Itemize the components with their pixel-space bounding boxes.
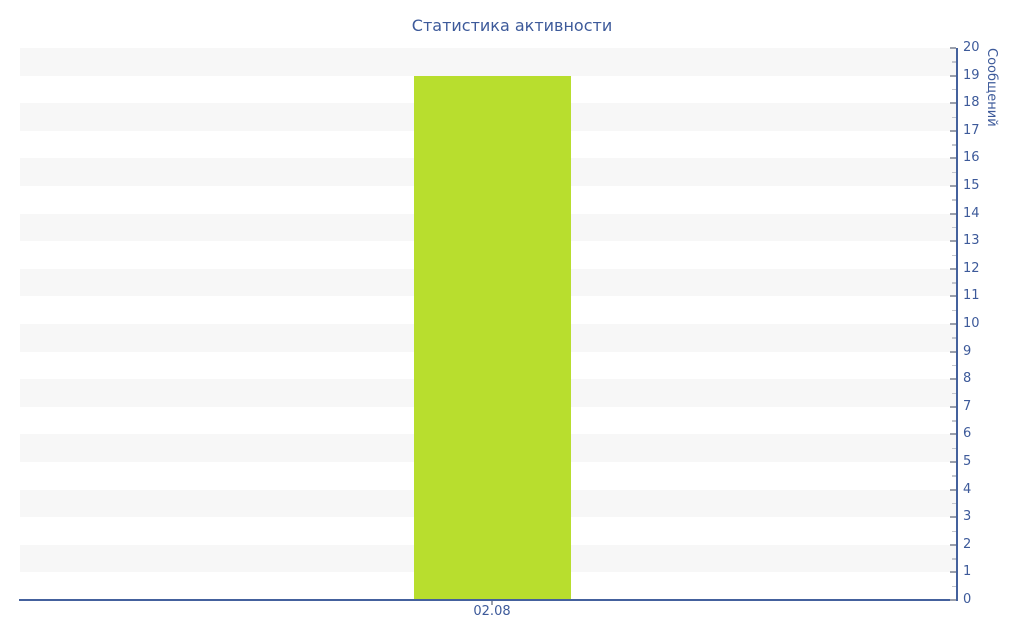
y-minor-tick [952, 585, 956, 588]
y-major-tick [950, 571, 956, 574]
y-major-tick [950, 405, 956, 408]
y-tick-label: 11 [963, 288, 980, 304]
y-major-tick [950, 212, 956, 215]
y-minor-tick [952, 116, 956, 118]
y-major-tick [950, 461, 956, 463]
y-major-tick [950, 47, 956, 49]
y-tick-label: 6 [963, 426, 972, 442]
bar-02.08 [414, 75, 571, 600]
y-major-tick [950, 433, 956, 436]
y-major-tick [950, 102, 956, 105]
y-tick-label: 15 [963, 178, 980, 193]
y-major-tick [950, 599, 956, 601]
y-major-tick [950, 129, 956, 132]
y-tick-label: 1 [963, 564, 972, 580]
y-tick-label: 14 [963, 205, 980, 221]
y-major-tick [950, 267, 956, 270]
y-minor-tick [952, 502, 956, 505]
y-major-tick [950, 516, 956, 519]
y-minor-tick [952, 309, 956, 312]
y-minor-tick [952, 447, 956, 450]
y-minor-tick [952, 61, 956, 63]
y-major-tick [950, 185, 956, 187]
y-tick-label: 4 [963, 481, 972, 497]
y-major-tick [950, 488, 956, 491]
x-axis-line [19, 599, 958, 601]
y-tick-label: 16 [963, 150, 980, 166]
y-minor-tick [952, 144, 956, 146]
y-minor-tick [952, 226, 956, 229]
y-minor-tick [952, 88, 956, 91]
y-tick-label: 12 [963, 260, 980, 276]
y-minor-tick [952, 530, 956, 532]
y-minor-tick [952, 475, 956, 477]
y-major-tick [950, 323, 956, 325]
y-minor-tick [952, 171, 956, 174]
y-tick-label: 8 [963, 371, 972, 387]
y-major-tick [950, 295, 956, 298]
y-minor-tick [952, 392, 956, 394]
y-tick-label: 0 [963, 592, 972, 607]
y-minor-tick [952, 420, 956, 422]
y-tick-label: 5 [963, 454, 972, 469]
y-tick-label: 7 [963, 398, 972, 414]
x-tick-label: 02.08 [473, 604, 511, 619]
y-tick-label: 13 [963, 233, 980, 249]
y-tick-label: 20 [963, 40, 980, 55]
y-minor-tick [952, 199, 956, 201]
y-major-tick [950, 157, 956, 160]
x-tick-mark [491, 601, 493, 605]
y-tick-label: 10 [963, 316, 980, 331]
y-major-tick [950, 378, 956, 381]
y-tick-label: 9 [963, 343, 972, 359]
y-minor-tick [952, 254, 956, 256]
y-minor-tick [952, 337, 956, 339]
y-tick-label: 3 [963, 509, 972, 525]
y-minor-tick [952, 558, 956, 560]
y-major-tick [950, 350, 956, 353]
y-major-tick [950, 240, 956, 243]
grid-band [20, 48, 957, 76]
y-minor-tick [952, 364, 956, 367]
plot-area [20, 48, 957, 600]
y-axis-line [956, 48, 958, 601]
y-tick-label: 17 [963, 122, 980, 138]
chart-title: Статистика активности [411, 16, 613, 35]
y-tick-label: 2 [963, 536, 972, 552]
y-tick-label: 19 [963, 67, 980, 83]
y-major-tick [950, 74, 956, 77]
y-tick-label: 18 [963, 95, 980, 111]
y-axis-title: Сообщений [984, 48, 999, 127]
y-minor-tick [952, 282, 956, 284]
y-major-tick [950, 543, 956, 546]
